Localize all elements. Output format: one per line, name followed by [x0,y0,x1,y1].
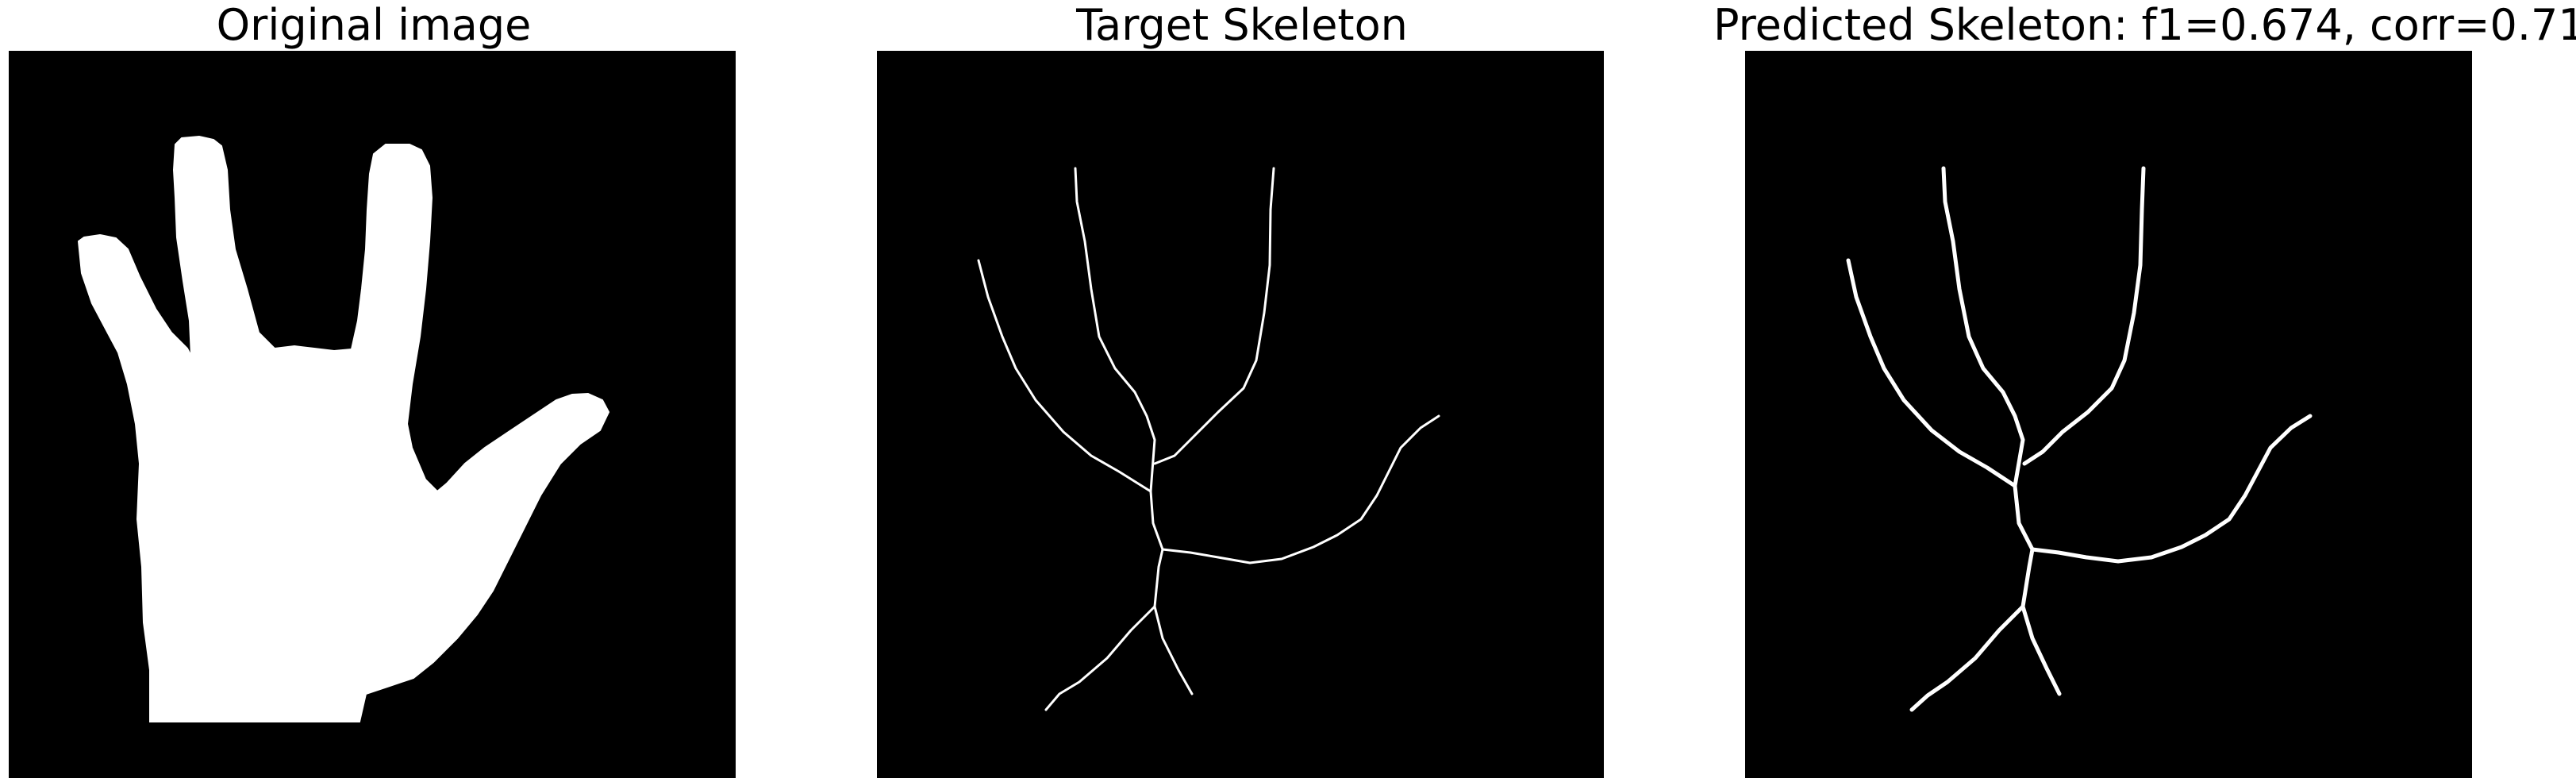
skeleton-wrist-left [1044,605,1156,711]
skeleton-middle-finger-branch [1074,167,1156,493]
target-skeleton-image [877,51,1604,778]
hand-silhouette [77,135,610,722]
original-image-title: Original image [216,0,532,50]
predicted-wrist-right [2020,604,2062,696]
predicted-wrist-left [1909,604,2025,712]
predicted-index-finger-branch [2022,166,2146,466]
original-hand-image [9,51,736,778]
predicted-skeleton-image [1745,51,2472,778]
original-image-panel: Original image [9,0,739,782]
target-skeleton-panel: Target Skeleton [877,0,1607,782]
skeleton-thumb-branch [1161,414,1440,564]
skeleton-index-finger-branch [1153,167,1275,465]
predicted-skeleton-panel: Predicted Skeleton: f1=0.674, corr=0.712 [1713,0,2576,782]
predicted-middle-finger-branch [1941,166,2025,488]
predicted-palm-trunk [2013,483,2035,609]
predicted-thumb-branch [2030,414,2313,564]
predicted-skeleton-title: Predicted Skeleton: f1=0.674, corr=0.712 [1713,0,2576,50]
target-skeleton-title: Target Skeleton [1076,0,1408,50]
skeleton-palm-trunk [1149,490,1164,608]
predicted-pinky-branch [1846,258,2017,488]
skeleton-pinky-branch [977,259,1152,493]
skeleton-wrist-right [1153,605,1194,695]
